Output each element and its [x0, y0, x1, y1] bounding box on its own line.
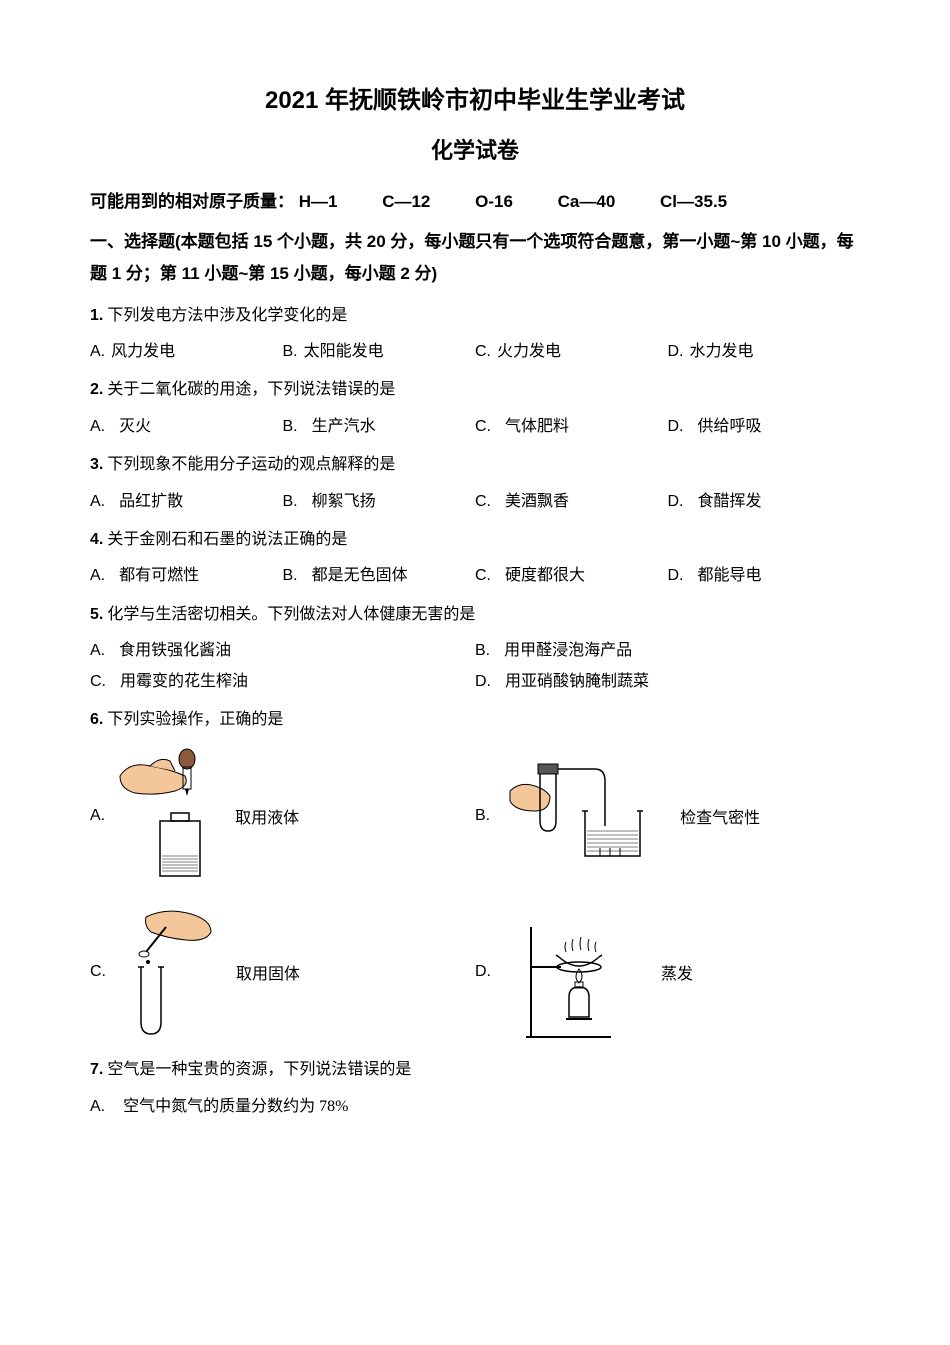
- question-number: 7.: [90, 1061, 103, 1078]
- question-text: 化学与生活密切相关。下列做法对人体健康无害的是: [107, 606, 475, 623]
- q6-option-a: A.: [90, 741, 475, 891]
- atomic-mass-prefix: 可能用到的相对原子质量：: [90, 192, 294, 211]
- question-stem: 7. 空气是一种宝贵的资源，下列说法错误的是: [90, 1055, 860, 1085]
- airtightness-check-icon: [500, 756, 670, 876]
- title-sub: 化学试卷: [90, 133, 860, 165]
- question-options: A.灭火 B.生产汽水 C.气体肥料 D.供给呼吸: [90, 412, 860, 442]
- solid-sampling-icon: [116, 902, 226, 1042]
- atomic-mass-item: Ca—40: [558, 192, 616, 211]
- question-number: 3.: [90, 456, 103, 473]
- question-options: A.品红扩散 B.柳絮飞扬 C.美酒飘香 D.食醋挥发: [90, 487, 860, 517]
- atomic-mass-item: H—1: [299, 192, 338, 211]
- question-number: 1.: [90, 307, 103, 324]
- title-main: 2021 年抚顺铁岭市初中毕业生学业考试: [90, 80, 860, 115]
- atomic-mass-item: C—12: [382, 192, 430, 211]
- q6-row-1: A.: [90, 741, 860, 891]
- figure-caption: 取用固体: [236, 960, 300, 984]
- question-number: 5.: [90, 606, 103, 623]
- question-stem: 2. 关于二氧化碳的用途，下列说法错误的是: [90, 375, 860, 405]
- evaporation-icon: [501, 897, 651, 1047]
- figure-caption: 取用液体: [235, 804, 299, 828]
- question-options: A.风力发电 B.太阳能发电 C.火力发电 D.水力发电: [90, 337, 860, 367]
- question-stem: 4. 关于金刚石和石墨的说法正确的是: [90, 525, 860, 555]
- atomic-mass-item: Cl—35.5: [660, 192, 727, 211]
- question-stem: 1. 下列发电方法中涉及化学变化的是: [90, 301, 860, 331]
- q6-option-d: D. 蒸发: [475, 897, 860, 1047]
- question-text: 关于二氧化碳的用途，下列说法错误的是: [107, 381, 395, 398]
- section-1-heading: 一、选择题(本题包括 15 个小题，共 20 分，每小题只有一个选项符合题意，第…: [90, 226, 860, 291]
- question-stem: 5. 化学与生活密切相关。下列做法对人体健康无害的是: [90, 600, 860, 630]
- dropper-liquid-icon: [115, 741, 225, 891]
- exam-page: 2021 年抚顺铁岭市初中毕业生学业考试 化学试卷 可能用到的相对原子质量： H…: [0, 0, 950, 1345]
- question-number: 6.: [90, 711, 103, 728]
- question-text: 空气是一种宝贵的资源，下列说法错误的是: [107, 1061, 411, 1078]
- q6-row-2: C. 取用固体 D.: [90, 897, 860, 1047]
- question-text: 关于金刚石和石墨的说法正确的是: [107, 531, 347, 548]
- question-number: 4.: [90, 531, 103, 548]
- figure-caption: 检查气密性: [680, 804, 760, 828]
- q6-option-c: C. 取用固体: [90, 897, 475, 1047]
- question-stem: 6. 下列实验操作，正确的是: [90, 705, 860, 735]
- question-stem: 3. 下列现象不能用分子运动的观点解释的是: [90, 450, 860, 480]
- question-text: 下列现象不能用分子运动的观点解释的是: [107, 456, 395, 473]
- question-options: A.食用铁强化酱油 B.用甲醛浸泡海产品 C.用霉变的花生榨油 D.用亚硝酸钠腌…: [90, 636, 860, 697]
- question-text: 下列实验操作，正确的是: [107, 711, 283, 728]
- question-option-a: A. 空气中氮气的质量分数约为 78%: [90, 1092, 860, 1122]
- question-text: 下列发电方法中涉及化学变化的是: [107, 307, 347, 324]
- q6-option-b: B.: [475, 741, 860, 891]
- question-options: A.都有可燃性 B.都是无色固体 C.硬度都很大 D.都能导电: [90, 561, 860, 591]
- atomic-mass-line: 可能用到的相对原子质量： H—1 C—12 O-16 Ca—40 Cl—35.5: [90, 187, 860, 212]
- figure-caption: 蒸发: [661, 960, 693, 984]
- atomic-mass-item: O-16: [475, 192, 513, 211]
- question-number: 2.: [90, 381, 103, 398]
